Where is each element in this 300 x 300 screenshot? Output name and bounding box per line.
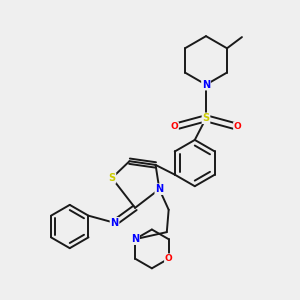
Text: O: O (165, 254, 172, 263)
Text: S: S (108, 173, 116, 183)
Text: S: S (202, 113, 210, 123)
Text: O: O (234, 122, 242, 131)
Text: N: N (131, 234, 139, 244)
Text: N: N (202, 80, 210, 90)
Text: N: N (155, 184, 164, 194)
Text: O: O (170, 122, 178, 131)
Text: N: N (110, 218, 118, 228)
